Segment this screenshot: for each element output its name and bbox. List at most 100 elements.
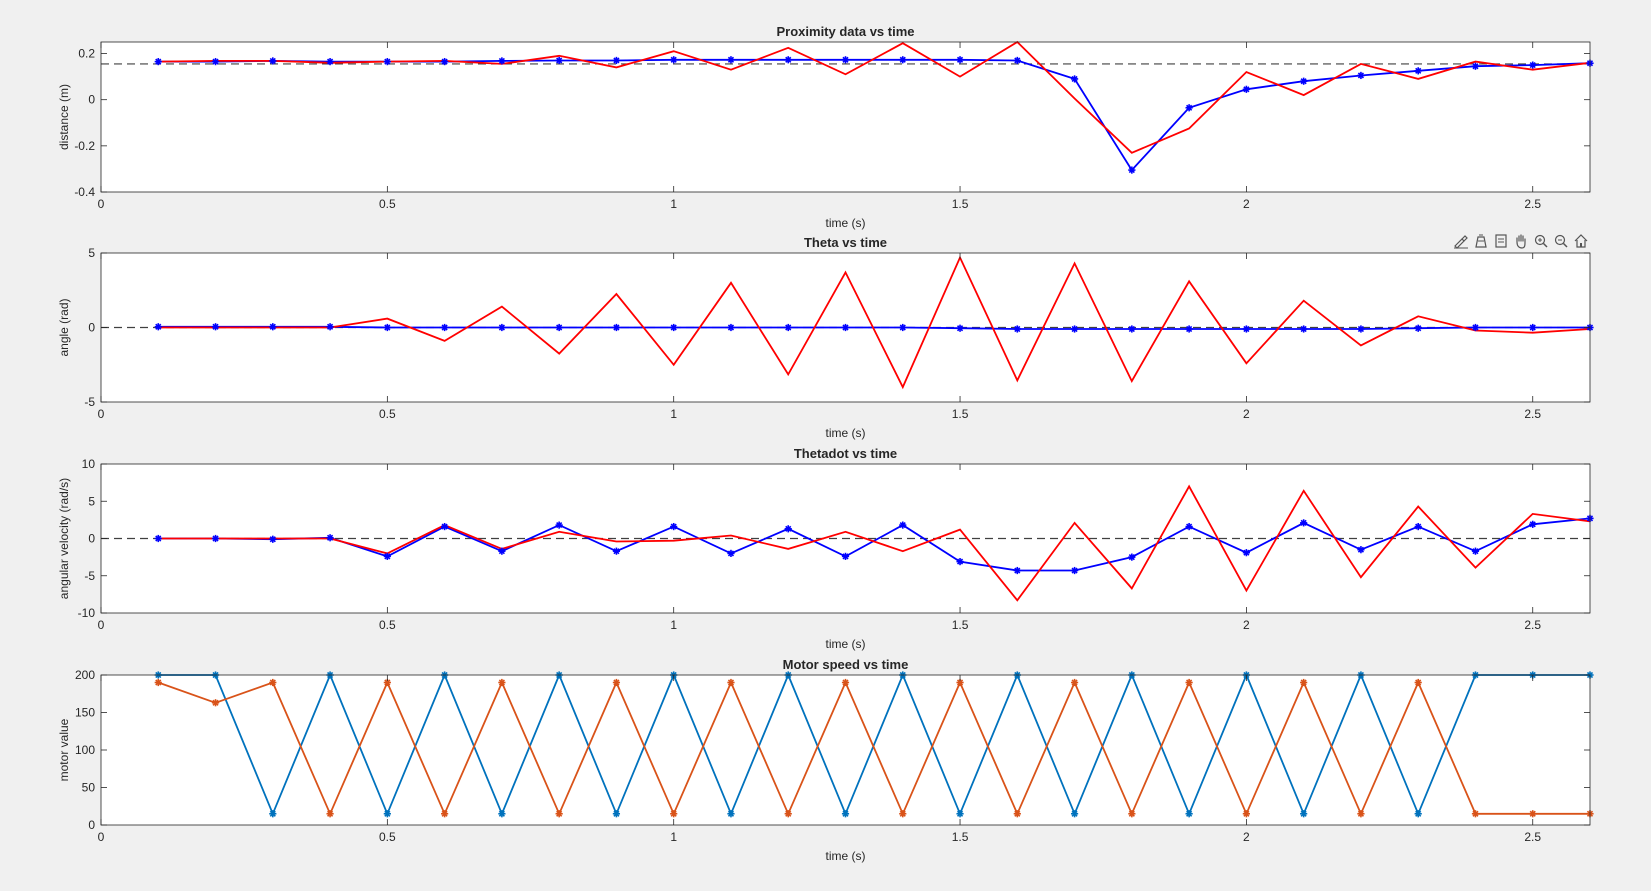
data-point <box>1357 810 1365 818</box>
data-point <box>612 323 621 332</box>
x-tick-label: 0 <box>98 407 105 421</box>
y-tick-label: 5 <box>88 494 95 508</box>
data-point <box>1529 810 1537 818</box>
data-point <box>1070 810 1079 818</box>
data-point <box>727 56 735 64</box>
data-point <box>956 678 964 687</box>
data-point <box>326 534 334 542</box>
x-tick-label: 0.5 <box>379 197 396 211</box>
data-point <box>1414 522 1422 531</box>
data-point <box>841 678 850 687</box>
axes-toolbar <box>1452 232 1590 250</box>
data-point <box>269 57 277 65</box>
data-point <box>1185 325 1193 333</box>
data-point <box>1070 325 1079 333</box>
series-line-2 <box>158 255 1591 390</box>
axes-box <box>100 41 1591 193</box>
data-point <box>784 810 792 818</box>
data-point <box>1242 85 1250 93</box>
data-point <box>498 810 506 818</box>
data-point <box>1300 519 1308 527</box>
x-tick-label: 0.5 <box>379 407 396 421</box>
y-tick-label: 0 <box>88 321 95 335</box>
y-tick-label: 0 <box>88 532 95 546</box>
data-point <box>498 57 506 65</box>
y-axis-label: angular velocity (rad/s) <box>57 478 71 599</box>
data-point <box>727 549 735 557</box>
data-point <box>211 534 220 543</box>
x-tick-label: 2 <box>1243 618 1250 632</box>
data-point <box>1357 546 1365 554</box>
data-point <box>727 678 735 687</box>
data-point <box>555 323 563 332</box>
y-tick-label: 5 <box>88 246 95 260</box>
data-point <box>269 535 277 543</box>
y-tick-label: -5 <box>84 395 95 409</box>
data-point <box>441 522 449 531</box>
data-point <box>956 56 964 64</box>
data-point <box>383 810 391 818</box>
series-line-1 <box>158 325 1590 330</box>
data-point <box>1242 549 1250 557</box>
data-point <box>1128 810 1136 818</box>
data-point <box>1013 810 1021 818</box>
x-axis-label: time (s) <box>826 849 866 863</box>
data-point <box>1300 678 1308 687</box>
x-tick-label: 1 <box>670 407 677 421</box>
data-point <box>841 56 850 64</box>
zoom-in-icon[interactable] <box>1532 232 1550 250</box>
series-line-1 <box>158 672 1590 817</box>
data-point <box>1414 324 1422 332</box>
data-point <box>211 699 220 707</box>
zoom-out-icon[interactable] <box>1552 232 1570 250</box>
chart-title: Theta vs time <box>804 235 887 250</box>
home-icon[interactable] <box>1572 232 1590 250</box>
data-point <box>441 58 449 66</box>
data-point <box>784 525 792 533</box>
data-point <box>1357 325 1365 333</box>
series-line-2 <box>157 680 1590 817</box>
x-tick-label: 0 <box>98 618 105 632</box>
data-point <box>784 56 792 64</box>
data-point <box>1070 678 1079 687</box>
data-point <box>1300 810 1308 818</box>
x-tick-label: 0 <box>98 830 105 844</box>
data-point <box>1414 678 1422 687</box>
data-point <box>1300 77 1308 85</box>
chart-title: Motor speed vs time <box>783 657 909 672</box>
plot-data <box>101 484 1594 602</box>
data-tips-icon[interactable] <box>1472 232 1490 250</box>
data-point <box>1185 522 1193 531</box>
data-point <box>441 810 449 818</box>
chart-panel-3: 0 0.5 1 1.5 2 2.5 10 5 0 -5 -10 Thetadot vs time tim… <box>57 446 1594 651</box>
y-tick-label: -10 <box>78 606 96 620</box>
data-point <box>1471 323 1480 332</box>
y-tick-label: 150 <box>75 706 95 720</box>
x-tick-label: 1.5 <box>952 830 969 844</box>
data-point <box>670 810 678 818</box>
data-point <box>670 56 678 64</box>
data-point <box>612 547 621 555</box>
data-point <box>899 323 907 332</box>
data-point <box>1242 810 1250 818</box>
data-point <box>612 678 621 687</box>
chart-panel-1: 0 0.5 1 1.5 2 2.5 0.2 0 -0.2 -0.4 Proximity data v… <box>57 24 1594 230</box>
export-icon[interactable] <box>1492 232 1510 250</box>
data-point <box>1300 325 1308 333</box>
x-tick-label: 0 <box>98 197 105 211</box>
chart-title: Proximity data vs time <box>777 24 915 39</box>
data-point <box>498 323 506 332</box>
brush-icon[interactable] <box>1452 232 1470 250</box>
data-point <box>498 678 506 687</box>
data-point <box>1471 62 1480 70</box>
data-point <box>1013 325 1021 333</box>
series-line-2 <box>158 40 1591 154</box>
y-axis-label: angle (rad) <box>57 298 71 356</box>
pan-icon[interactable] <box>1512 232 1530 250</box>
x-tick-label: 1 <box>670 197 677 211</box>
data-point <box>1070 75 1079 83</box>
data-point <box>956 810 964 818</box>
y-tick-label: -0.2 <box>74 139 95 153</box>
data-point <box>727 323 735 332</box>
